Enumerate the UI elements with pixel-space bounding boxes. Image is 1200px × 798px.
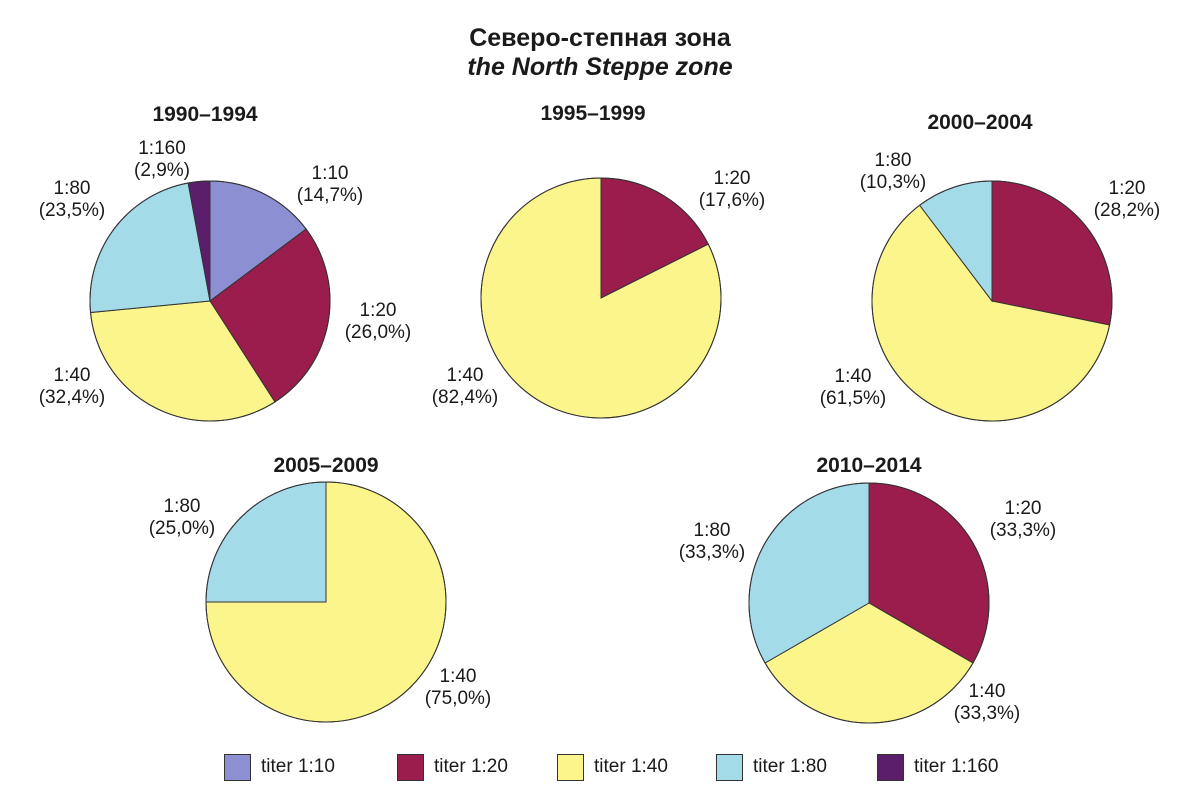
- slice-percent-titer-1-80: (33,3%): [679, 542, 746, 563]
- pie-chart-1995-1999: 1995–1999 1:20(17,6%) 1:40(82,4%): [432, 102, 766, 419]
- slice-percent-titer-1-40: (33,3%): [954, 703, 1021, 724]
- chart-title-block: Северо-степная зона the North Steppe zon…: [0, 24, 1200, 82]
- slice-label-titer-1-80: 1:80: [164, 496, 201, 517]
- slice-percent-titer-1-10: (14,7%): [297, 185, 364, 206]
- pie-outline: [89, 180, 331, 422]
- slice-label-titer-1-10: 1:10: [312, 163, 349, 184]
- slice-label-titer-1-20: 1:20: [360, 300, 397, 321]
- slice-percent-titer-1-20: (28,2%): [1094, 200, 1161, 221]
- pie-chart-2000-2004: 2000–2004 1:20(28,2%) 1:40(61,5%) 1:80(10,3…: [820, 111, 1161, 422]
- pie-title: 2000–2004: [927, 111, 1032, 134]
- pie-chart-2010-2014: 2010–20141:20(33,3%)1:40(33,3%)1:80(33,3…: [679, 454, 1057, 724]
- pie-chart-2005-2009: 2005–2009 1:40(75,0%) 1:80(25,0%): [149, 454, 492, 723]
- slice-label-titer-1-20: 1:20: [714, 168, 751, 189]
- legend-label-titer-1-10: titer 1:10: [261, 756, 335, 777]
- pie-outline: [871, 180, 1113, 422]
- slice-percent-titer-1-20: (17,6%): [699, 190, 766, 211]
- slice-percent-titer-1-40: (75,0%): [425, 688, 492, 709]
- legend-label-titer-1-160: titer 1:160: [914, 756, 999, 777]
- legend: titer 1:10 titer 1:20 titer 1:40 titer 1…: [224, 752, 1024, 782]
- slice-percent-titer-1-20: (26,0%): [345, 322, 412, 343]
- slice-percent-titer-1-40: (32,4%): [39, 387, 106, 408]
- slice-percent-titer-1-80: (25,0%): [149, 518, 216, 539]
- legend-swatch-titer-1-20: [397, 753, 424, 781]
- legend-swatch-titer-1-40: [557, 753, 584, 781]
- legend-item-titer-1-80: titer 1:80: [716, 752, 827, 782]
- pie-title: 1990–1994: [152, 103, 257, 126]
- slice-label-titer-1-160: 1:160: [138, 138, 186, 159]
- pie-outline: [480, 177, 722, 419]
- pie-outline: [205, 481, 447, 723]
- legend-item-titer-1-20: titer 1:20: [397, 752, 508, 782]
- slice-percent-titer-1-160: (2,9%): [134, 160, 190, 181]
- legend-swatch-titer-1-160: [877, 753, 904, 781]
- slice-percent-titer-1-40: (82,4%): [432, 387, 499, 408]
- slice-label-titer-1-40: 1:40: [969, 681, 1006, 702]
- legend-label-titer-1-40: titer 1:40: [594, 756, 668, 777]
- slice-percent-titer-1-40: (61,5%): [820, 388, 887, 409]
- legend-swatch-titer-1-80: [716, 753, 743, 781]
- slice-percent-titer-1-80: (23,5%): [39, 200, 106, 221]
- legend-label-titer-1-80: titer 1:80: [753, 756, 827, 777]
- legend-label-titer-1-20: titer 1:20: [434, 756, 508, 777]
- slice-label-titer-1-20: 1:20: [1005, 498, 1042, 519]
- slice-percent-titer-1-80: (10,3%): [860, 172, 927, 193]
- legend-item-titer-1-40: titer 1:40: [557, 752, 668, 782]
- chart-subtitle: the North Steppe zone: [467, 53, 733, 81]
- pie-title: 1995–1999: [540, 102, 645, 125]
- legend-item-titer-1-10: titer 1:10: [224, 752, 335, 782]
- slice-label-titer-1-40: 1:40: [835, 366, 872, 387]
- slice-percent-titer-1-20: (33,3%): [990, 520, 1057, 541]
- pie-title: 2005–2009: [273, 454, 378, 477]
- legend-swatch-titer-1-10: [224, 753, 251, 781]
- legend-item-titer-1-160: titer 1:160: [877, 752, 999, 782]
- slice-label-titer-1-40: 1:40: [440, 666, 477, 687]
- slice-label-titer-1-40: 1:40: [54, 365, 91, 386]
- chart-title: Северо-степная зона: [469, 24, 731, 52]
- pie-outline: [748, 482, 990, 724]
- slice-label-titer-1-20: 1:20: [1109, 178, 1146, 199]
- slice-label-titer-1-40: 1:40: [447, 365, 484, 386]
- slice-label-titer-1-80: 1:80: [694, 520, 731, 541]
- pie-slice-titer-1-80: [205, 481, 327, 603]
- pie-title: 2010–2014: [816, 454, 921, 477]
- pie-chart-1990-1994: 1990–1994 1:10(14,7%) 1:20(26,0%) 1:40(32,4…: [39, 103, 412, 422]
- slice-label-titer-1-80: 1:80: [875, 150, 912, 171]
- slice-label-titer-1-80: 1:80: [54, 178, 91, 199]
